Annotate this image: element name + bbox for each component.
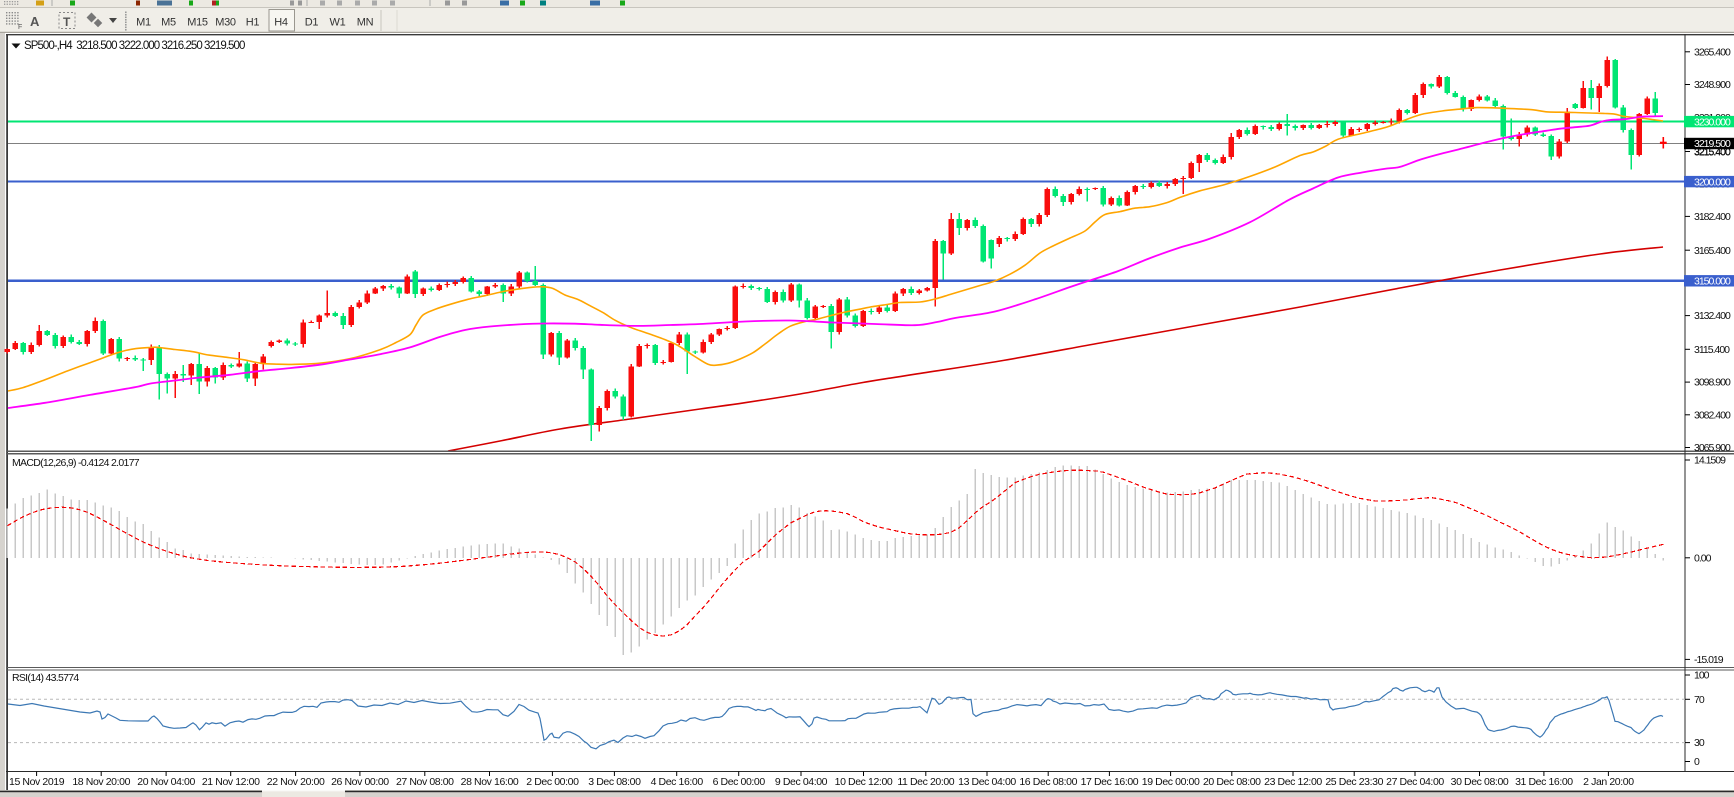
svg-text:9 Dec 04:00: 9 Dec 04:00 — [775, 776, 828, 788]
svg-text:11 Dec 20:00: 11 Dec 20:00 — [897, 776, 954, 788]
svg-text:14.1509: 14.1509 — [1694, 455, 1726, 467]
svg-text:RSI(14) 43.5774: RSI(14) 43.5774 — [12, 672, 79, 684]
svg-text:25 Dec 23:30: 25 Dec 23:30 — [1325, 776, 1383, 788]
svg-text:H1: H1 — [246, 17, 260, 29]
svg-text:3230.000: 3230.000 — [1694, 116, 1731, 128]
svg-text:3219.500: 3219.500 — [1694, 138, 1731, 150]
svg-text:D1: D1 — [305, 17, 319, 29]
svg-text:3165.400: 3165.400 — [1694, 245, 1731, 257]
svg-text:3098.900: 3098.900 — [1694, 377, 1731, 389]
svg-text:19 Dec 00:00: 19 Dec 00:00 — [1142, 776, 1200, 788]
svg-text:22 Nov 20:00: 22 Nov 20:00 — [267, 776, 325, 788]
svg-text:28 Nov 16:00: 28 Nov 16:00 — [461, 776, 519, 788]
svg-text:30: 30 — [1694, 737, 1705, 749]
svg-text:26 Nov 00:00: 26 Nov 00:00 — [331, 776, 389, 788]
svg-text:100: 100 — [1694, 670, 1710, 682]
svg-text:0.00: 0.00 — [1694, 552, 1712, 564]
svg-text:SP500-,H4 3218.500 3222.000 3: SP500-,H4 3218.500 3222.000 3216.250 321… — [24, 40, 245, 52]
svg-text:27 Dec 04:00: 27 Dec 04:00 — [1386, 776, 1444, 788]
svg-text:MN: MN — [357, 17, 374, 29]
svg-text:27 Nov 08:00: 27 Nov 08:00 — [396, 776, 454, 788]
svg-text:6 Dec 00:00: 6 Dec 00:00 — [713, 776, 766, 788]
svg-text:17 Dec 16:00: 17 Dec 16:00 — [1081, 776, 1139, 788]
svg-text:3200.000: 3200.000 — [1694, 176, 1731, 188]
svg-text:31 Dec 16:00: 31 Dec 16:00 — [1515, 776, 1573, 788]
svg-text:T: T — [63, 15, 71, 29]
svg-text:0: 0 — [1694, 756, 1700, 768]
svg-text:70: 70 — [1694, 694, 1705, 706]
svg-text:3132.400: 3132.400 — [1694, 310, 1731, 322]
svg-text:3115.400: 3115.400 — [1694, 344, 1730, 356]
svg-text:3082.400: 3082.400 — [1694, 409, 1731, 421]
svg-text:F: F — [18, 24, 22, 31]
svg-text:21 Nov 12:00: 21 Nov 12:00 — [202, 776, 260, 788]
svg-text:13 Dec 04:00: 13 Dec 04:00 — [958, 776, 1016, 788]
svg-text:M30: M30 — [215, 17, 236, 29]
svg-text:30 Dec 08:00: 30 Dec 08:00 — [1451, 776, 1509, 788]
svg-text:2 Dec 00:00: 2 Dec 00:00 — [526, 776, 579, 788]
svg-text:M5: M5 — [161, 17, 176, 29]
svg-text:3265.400: 3265.400 — [1694, 46, 1731, 58]
svg-text:16 Dec 08:00: 16 Dec 08:00 — [1019, 776, 1077, 788]
svg-text:3182.400: 3182.400 — [1694, 211, 1731, 223]
svg-text:23 Dec 12:00: 23 Dec 12:00 — [1264, 776, 1322, 788]
svg-text:W1: W1 — [330, 17, 346, 29]
svg-text:15 Nov 2019: 15 Nov 2019 — [9, 776, 65, 788]
svg-text:3150.000: 3150.000 — [1694, 276, 1731, 288]
svg-text:3 Dec 08:00: 3 Dec 08:00 — [588, 776, 641, 788]
svg-text:20 Dec 08:00: 20 Dec 08:00 — [1203, 776, 1261, 788]
svg-text:3065.900: 3065.900 — [1694, 442, 1731, 454]
svg-text:M15: M15 — [187, 17, 208, 29]
svg-text:20 Nov 04:00: 20 Nov 04:00 — [137, 776, 195, 788]
svg-text:3215.400: 3215.400 — [1694, 146, 1731, 158]
svg-text:4 Dec 16:00: 4 Dec 16:00 — [651, 776, 704, 788]
svg-text:M1: M1 — [136, 17, 151, 29]
svg-text:10 Dec 12:00: 10 Dec 12:00 — [835, 776, 893, 788]
svg-text:18 Nov 20:00: 18 Nov 20:00 — [72, 776, 130, 788]
svg-text:A: A — [30, 14, 40, 29]
svg-text:MACD(12,26,9) -0.4124 2.0177: MACD(12,26,9) -0.4124 2.0177 — [12, 457, 140, 469]
svg-text:2 Jan 20:00: 2 Jan 20:00 — [1583, 776, 1634, 788]
svg-text:-15.019: -15.019 — [1694, 654, 1724, 666]
svg-text:3248.900: 3248.900 — [1694, 79, 1731, 91]
svg-text:H4: H4 — [274, 17, 288, 29]
